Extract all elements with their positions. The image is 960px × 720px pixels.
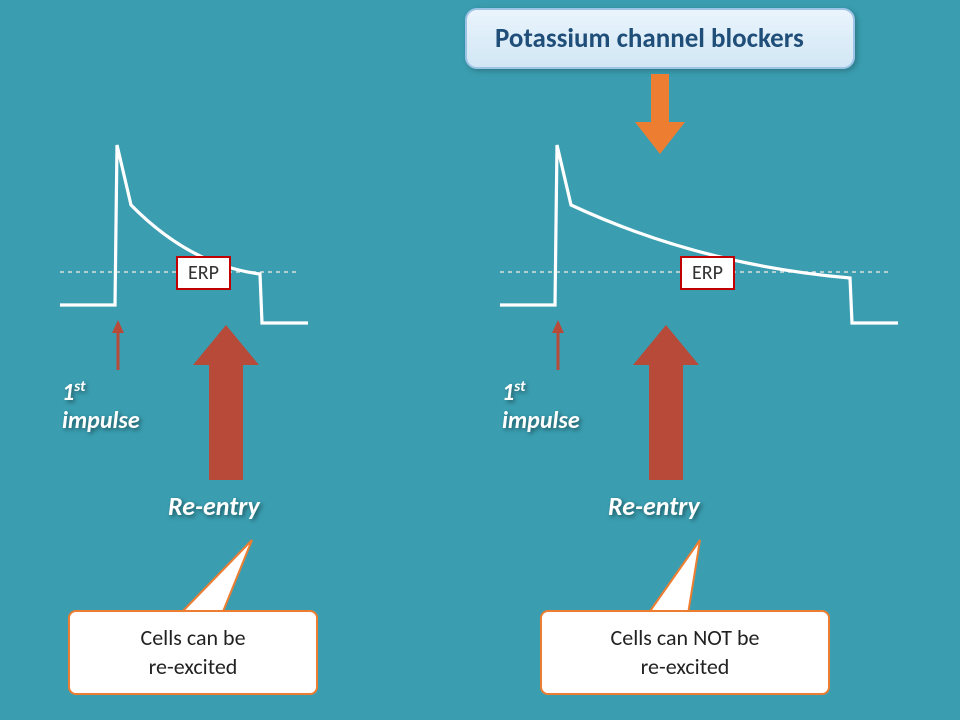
left-erp-box: ERP — [176, 256, 231, 290]
right-reentry-label: Re-entry — [608, 490, 700, 522]
title-box: Potassium channel blockers — [465, 8, 855, 69]
left-reentry-label: Re-entry — [168, 490, 260, 522]
right-caption-line1: Cells can NOT be — [611, 624, 760, 651]
orange-down-arrow — [635, 74, 685, 154]
right-action-potential — [500, 145, 898, 323]
right-reentry-arrow — [633, 325, 699, 480]
left-first-impulse-arrow — [112, 320, 124, 370]
right-impulse-label: 1st impulse — [502, 378, 580, 434]
left-caption-line2: re-excited — [149, 653, 238, 680]
left-erp-text: ERP — [188, 261, 219, 285]
left-bubble-tail — [180, 540, 252, 614]
left-caption-bubble: Cells can be re-excited — [68, 610, 318, 695]
left-impulse-label: 1st impulse — [62, 378, 140, 434]
title-text: Potassium channel blockers — [495, 22, 825, 55]
right-erp-text: ERP — [692, 261, 723, 285]
left-action-potential — [60, 145, 308, 323]
left-caption-line1: Cells can be — [140, 624, 245, 651]
right-bubble-tail — [648, 540, 700, 614]
left-reentry-arrow — [193, 325, 259, 480]
right-first-impulse-arrow — [552, 320, 564, 370]
right-caption-line2: re-excited — [641, 653, 730, 680]
right-caption-bubble: Cells can NOT be re-excited — [540, 610, 830, 695]
right-erp-box: ERP — [680, 256, 735, 290]
